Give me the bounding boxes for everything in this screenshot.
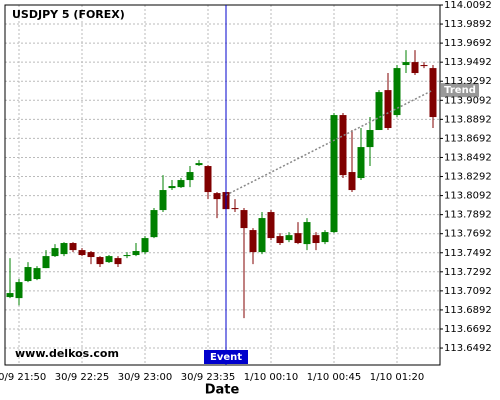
candle-body	[384, 90, 392, 129]
y-tick-label: 113.7292	[444, 267, 492, 278]
candle-body	[420, 65, 428, 67]
candle-body	[78, 250, 86, 256]
candle-body	[105, 256, 113, 263]
candle-body	[249, 230, 257, 253]
candle-body	[141, 238, 149, 253]
x-tick-label: 1/10 00:10	[244, 372, 298, 383]
candle-body	[195, 163, 203, 166]
candle-body	[150, 210, 158, 238]
candle-body	[15, 282, 23, 299]
y-tick-label: 113.9892	[444, 19, 492, 30]
candle-body	[267, 212, 275, 239]
x-tick-label: 1/10 00:45	[307, 372, 361, 383]
y-tick-label: 113.6892	[444, 305, 492, 316]
candle-body	[87, 252, 95, 258]
chart-title: USDJPY 5 (FOREX)	[12, 8, 125, 21]
candle-body	[366, 130, 374, 148]
x-tick-label: 30/9 22:25	[55, 372, 109, 383]
candle-body	[42, 256, 50, 269]
trend-label-box	[441, 83, 479, 98]
candle-body	[258, 218, 266, 253]
candle-body	[186, 172, 194, 181]
candle-body	[60, 243, 68, 255]
candle-body	[168, 186, 176, 189]
y-tick-label: 113.7892	[444, 210, 492, 221]
candle-body	[276, 236, 284, 244]
candle-body	[114, 258, 122, 265]
trend-label: Trend	[444, 85, 476, 96]
candle-body	[411, 62, 419, 74]
candle-body	[240, 210, 248, 229]
candle-body	[132, 251, 140, 256]
candle-body	[375, 92, 383, 131]
y-tick-label: 113.9092	[444, 95, 492, 106]
x-tick-label: 30/9 23:35	[181, 372, 235, 383]
x-tick-label: 30/9 21:50	[0, 372, 46, 383]
candle-body	[159, 190, 167, 211]
candle-body	[213, 193, 221, 200]
event-label: Event	[210, 352, 242, 363]
candle-body	[231, 208, 239, 210]
candle-body	[321, 232, 329, 243]
candle-body	[177, 180, 185, 188]
candle-body	[339, 115, 347, 176]
x-tick-label: 1/10 01:20	[370, 372, 424, 383]
y-tick-label: 113.7092	[444, 286, 492, 297]
candle-body	[96, 257, 104, 265]
candle-body	[393, 68, 401, 116]
candle-body	[6, 293, 14, 298]
candle-body	[348, 172, 356, 191]
y-tick-label: 113.9492	[444, 57, 492, 68]
event-label-box	[204, 350, 248, 364]
y-tick-label: 113.8892	[444, 114, 492, 125]
candle-body	[51, 248, 59, 257]
y-tick-label: 113.9292	[444, 76, 492, 87]
candle-body	[303, 222, 311, 245]
y-tick-label: 114.0092	[444, 0, 492, 11]
trend-line	[225, 89, 434, 196]
candle-body	[123, 255, 131, 257]
candle-body	[69, 243, 77, 251]
y-tick-label: 113.8292	[444, 172, 492, 183]
y-tick-label: 113.8092	[444, 191, 492, 202]
y-tick-label: 113.9692	[444, 38, 492, 49]
candle-body	[33, 268, 41, 280]
y-tick-label: 113.8692	[444, 133, 492, 144]
y-tick-label: 113.7692	[444, 229, 492, 240]
candle-body	[357, 147, 365, 179]
candle-body	[285, 235, 293, 241]
candle-body	[294, 233, 302, 244]
candle-body	[402, 62, 410, 66]
candle-body	[429, 68, 437, 118]
candle-body	[330, 115, 338, 233]
candle-body	[312, 235, 320, 244]
y-tick-label: 113.8492	[444, 152, 492, 163]
y-tick-label: 113.7492	[444, 248, 492, 259]
x-tick-label: 30/9 23:00	[118, 372, 172, 383]
annotations: Trend Event	[204, 5, 479, 365]
y-tick-label: 113.6692	[444, 324, 492, 335]
y-tick-label: 113.6492	[444, 343, 492, 354]
candle-body	[24, 267, 32, 282]
candle-body	[204, 166, 212, 193]
marks	[6, 50, 437, 319]
watermark: www.delkos.com	[15, 347, 119, 360]
plot-border	[4, 4, 441, 366]
x-axis-title: Date	[205, 383, 240, 398]
